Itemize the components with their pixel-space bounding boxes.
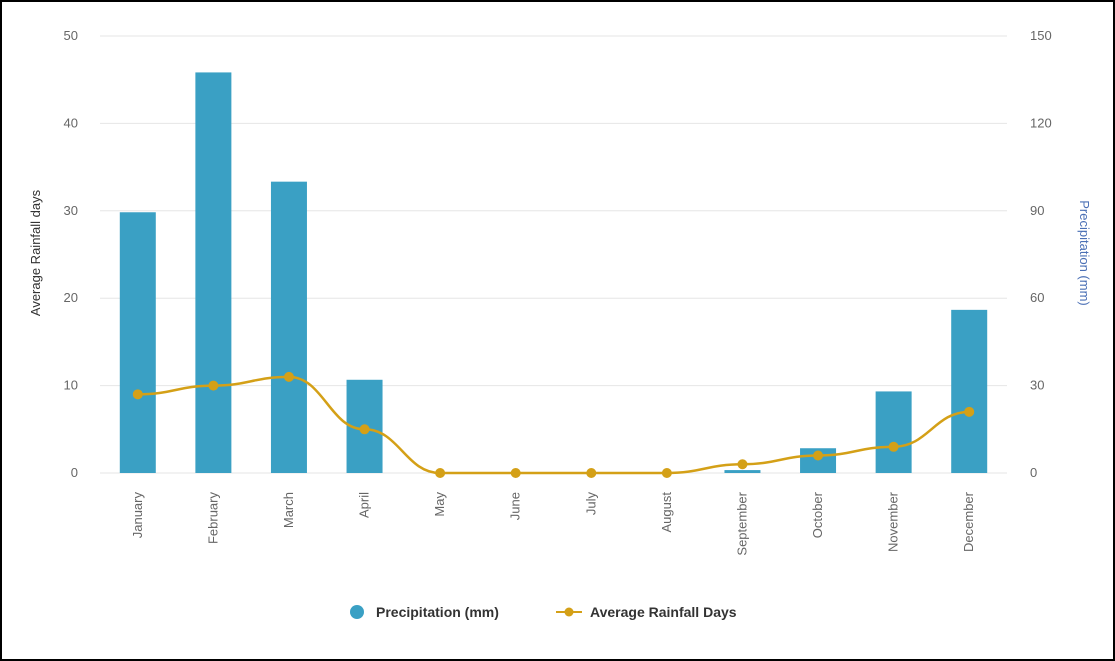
point-march[interactable]: [284, 372, 294, 382]
y-left-tick-label: 0: [71, 465, 78, 480]
x-tick-label: October: [810, 491, 825, 538]
y-right-axis-title: Precipitation (mm): [1077, 200, 1092, 305]
bar-september[interactable]: [724, 470, 760, 473]
x-tick-label: May: [432, 492, 447, 517]
x-tick-label: November: [886, 491, 901, 552]
point-august[interactable]: [662, 468, 672, 478]
point-october[interactable]: [813, 451, 823, 461]
bar-january[interactable]: [120, 212, 156, 473]
x-tick-label: December: [961, 491, 976, 552]
bar-march[interactable]: [271, 182, 307, 473]
point-january[interactable]: [133, 389, 143, 399]
point-september[interactable]: [737, 459, 747, 469]
y-left-tick-label: 20: [64, 290, 78, 305]
point-may[interactable]: [435, 468, 445, 478]
rainfall-days-line-path: [138, 377, 969, 473]
y-right-tick-label: 120: [1030, 115, 1052, 130]
point-february[interactable]: [208, 381, 218, 391]
x-tick-label: June: [508, 492, 523, 520]
point-november[interactable]: [889, 442, 899, 452]
bar-december[interactable]: [951, 310, 987, 473]
x-tick-label: August: [659, 492, 674, 533]
point-april[interactable]: [360, 424, 370, 434]
x-tick-label: March: [281, 492, 296, 528]
y-left-tick-label: 50: [64, 28, 78, 43]
point-december[interactable]: [964, 407, 974, 417]
y-left-tick-label: 40: [64, 115, 78, 130]
x-tick-label: February: [205, 492, 220, 545]
legend: Precipitation (mm) Average Rainfall Days: [350, 604, 737, 620]
y-right-tick-label: 30: [1030, 378, 1044, 393]
rainfall-days-line: [133, 372, 974, 478]
y-right-tick-label: 60: [1030, 290, 1044, 305]
y-left-tick-label: 10: [64, 378, 78, 393]
y-left-tick-label: 30: [64, 203, 78, 218]
legend-rainfall-days-label[interactable]: Average Rainfall Days: [590, 604, 737, 620]
x-tick-label: April: [357, 492, 372, 518]
legend-precipitation-marker[interactable]: [350, 605, 364, 619]
legend-precipitation-label[interactable]: Precipitation (mm): [376, 604, 499, 620]
x-tick-label: September: [734, 491, 749, 555]
grid-lines: [100, 36, 1007, 473]
legend-rainfall-days-dot-marker[interactable]: [565, 608, 574, 617]
bar-february[interactable]: [195, 72, 231, 473]
y-left-axis-title: Average Rainfall days: [28, 189, 43, 316]
point-july[interactable]: [586, 468, 596, 478]
y-right-tick-label: 90: [1030, 203, 1044, 218]
precipitation-bars: [120, 72, 987, 473]
x-tick-label: July: [583, 492, 598, 516]
bar-november[interactable]: [876, 391, 912, 473]
point-june[interactable]: [511, 468, 521, 478]
y-right-tick-label: 0: [1030, 465, 1037, 480]
y-right-tick-label: 150: [1030, 28, 1052, 43]
x-tick-label: January: [130, 492, 145, 539]
